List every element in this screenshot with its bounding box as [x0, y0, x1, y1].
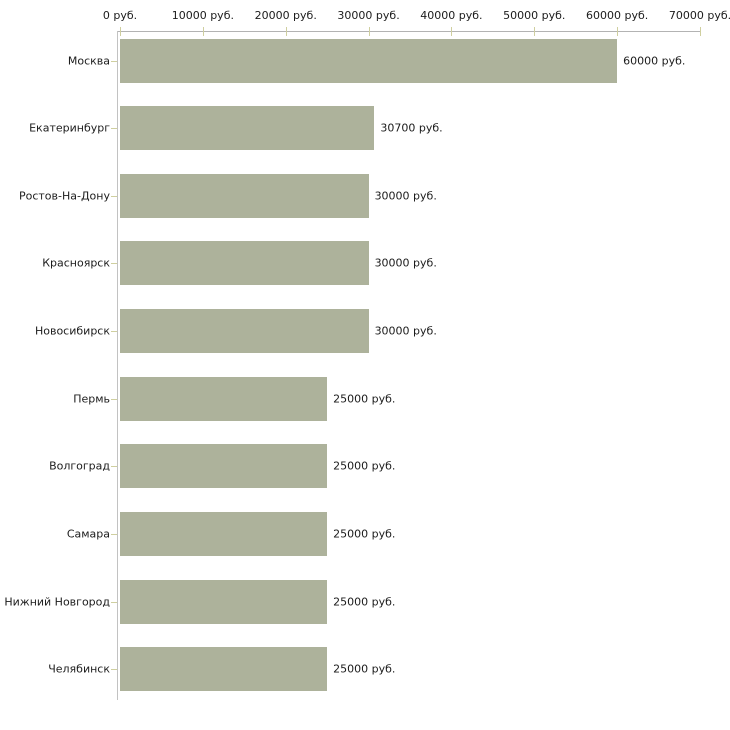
- x-axis-tick: [451, 27, 453, 36]
- category-label: Нижний Новгород: [4, 595, 110, 609]
- category-label: Москва: [67, 54, 110, 67]
- x-axis-tick: [617, 27, 619, 36]
- value-label: 25000 руб.: [333, 527, 396, 541]
- x-axis-tick-label: 60000 руб.: [586, 9, 649, 22]
- bar-нижний-новгород: [120, 579, 328, 624]
- x-axis-tick: [120, 27, 121, 36]
- bar-ростов-на-дону: [120, 173, 369, 218]
- category-tick: [111, 669, 117, 670]
- value-label: 30000 руб.: [374, 256, 437, 270]
- category-tick: [111, 331, 117, 332]
- x-axis-tick-label: 40000 руб.: [420, 9, 483, 22]
- value-label: 30000 руб.: [374, 189, 437, 203]
- category-label: Волгоград: [49, 459, 110, 473]
- value-label: 30700 руб.: [380, 121, 443, 135]
- category-label: Екатеринбург: [29, 121, 110, 135]
- x-axis-tick-label: 30000 руб.: [337, 9, 400, 22]
- x-axis-tick-label: 20000 руб.: [254, 9, 317, 22]
- value-label: 60000 руб.: [623, 54, 686, 67]
- x-axis-tick-label: 0 руб.: [102, 9, 138, 22]
- category-tick: [111, 602, 117, 603]
- bar-челябинск: [120, 647, 328, 692]
- x-axis-tick-label: 70000 руб.: [668, 9, 730, 22]
- bar-екатеринбург: [120, 106, 375, 151]
- category-tick: [111, 61, 117, 62]
- bar-самара: [120, 512, 328, 557]
- bar-красноярск: [120, 241, 369, 286]
- category-tick: [111, 263, 117, 264]
- category-tick: [111, 196, 117, 197]
- bar-волгоград: [120, 444, 328, 489]
- category-label: Новосибирск: [34, 324, 110, 338]
- value-label: 30000 руб.: [374, 324, 437, 338]
- x-axis-line: [117, 31, 700, 32]
- category-label: Красноярск: [42, 256, 110, 270]
- category-label: Челябинск: [48, 662, 110, 676]
- bar-пермь: [120, 376, 328, 421]
- category-tick: [111, 128, 117, 129]
- value-label: 25000 руб.: [333, 662, 396, 676]
- x-axis-tick-label: 50000 руб.: [503, 9, 566, 22]
- x-axis-tick: [368, 27, 370, 36]
- value-label: 25000 руб.: [333, 595, 396, 609]
- value-label: 25000 руб.: [333, 459, 396, 473]
- x-axis-tick: [700, 27, 701, 36]
- category-label: Ростов-На-Дону: [18, 189, 110, 203]
- category-label: Пермь: [73, 392, 110, 406]
- x-axis-tick: [285, 27, 287, 36]
- x-axis-tick: [534, 27, 536, 36]
- x-axis-tick-label: 10000 руб.: [171, 9, 234, 22]
- value-label: 25000 руб.: [333, 392, 396, 406]
- y-axis-line: [117, 31, 118, 700]
- category-tick: [111, 534, 117, 535]
- bar-новосибирск: [120, 309, 369, 354]
- bar-москва: [120, 38, 618, 83]
- category-tick: [111, 466, 117, 467]
- category-label: Самара: [66, 527, 110, 541]
- category-tick: [111, 399, 117, 400]
- x-axis-tick: [202, 27, 204, 36]
